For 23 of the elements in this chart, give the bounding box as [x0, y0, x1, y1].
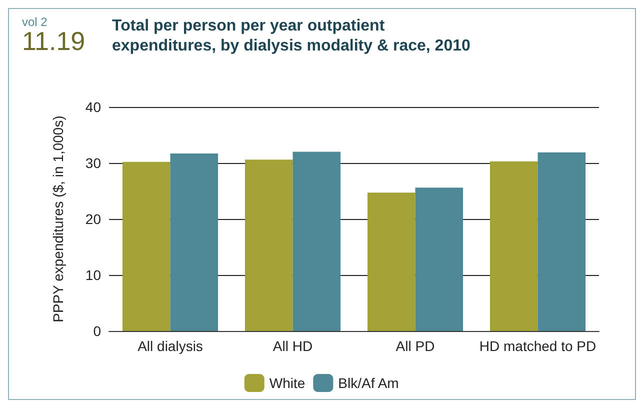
y-tick-label: 10 — [85, 267, 102, 283]
y-tick-label: 20 — [85, 211, 102, 227]
bar — [122, 162, 170, 331]
y-tick-label: 40 — [85, 99, 102, 115]
y-tick-label: 0 — [93, 323, 102, 339]
text: vol 2 — [22, 15, 48, 29]
bar — [490, 161, 538, 331]
legend-label: White — [269, 375, 306, 391]
text: 11.19 — [22, 26, 86, 56]
x-tick-label: All PD — [396, 338, 435, 354]
bar — [367, 192, 416, 331]
x-tick-label: All dialysis — [138, 338, 203, 354]
x-tick-label: HD matched to PD — [479, 338, 596, 354]
y-tick-label: 30 — [85, 155, 102, 171]
bar — [415, 188, 464, 331]
bar — [292, 152, 341, 331]
legend-label: Blk/Af Am — [338, 375, 399, 391]
x-tick-label: All HD — [272, 338, 313, 354]
bar — [244, 160, 293, 331]
bar — [538, 152, 586, 331]
bar — [170, 153, 218, 331]
y-axis-title: PPPY expenditures ($, in 1,000s) — [50, 116, 66, 322]
chart-title: Total per person per year outpatient expenditures, by dialysis modality & race, 2010 — [112, 18, 470, 54]
